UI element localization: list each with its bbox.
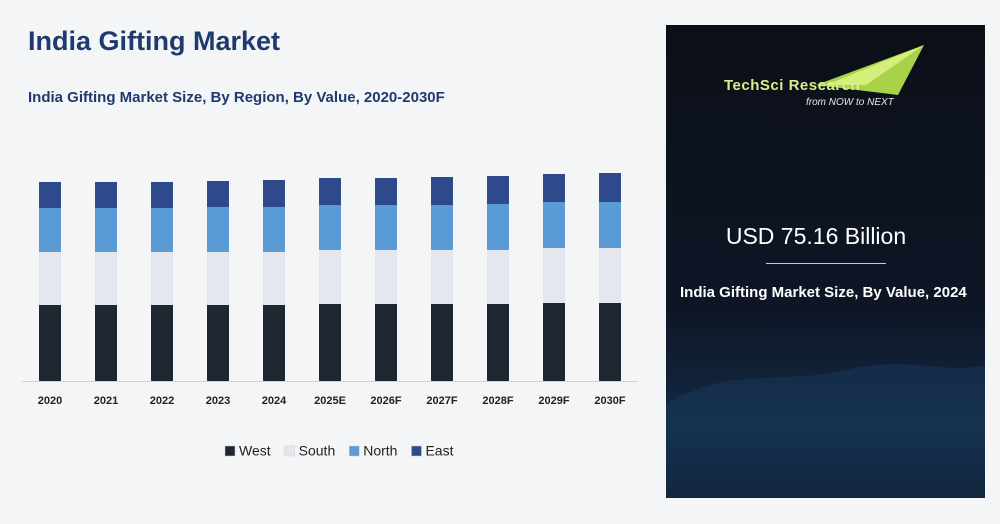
logo: TechSci Research [724,77,861,94]
bar-segment [487,250,509,304]
x-tick-label: 2023 [206,395,230,407]
info-panel: TechSci Research from NOW to NEXT USD 75… [666,25,985,498]
bar-segment [263,180,285,207]
bar-segment [543,202,565,248]
legend-swatch [284,445,295,457]
legend-label: South [299,443,336,459]
x-tick-label: 2029F [538,395,569,407]
bar-segment [39,208,61,252]
legend-swatch [411,445,422,457]
bar-segment [599,202,621,248]
bar-segment [375,178,397,205]
x-tick-label: 2026F [370,395,401,407]
wave [666,364,985,498]
bar-segment [263,207,285,252]
x-tick-label: 2022 [150,395,174,407]
x-tick-label: 2028F [482,395,513,407]
logo-shape [826,45,924,85]
bar-segment [151,252,173,305]
bar-segment [543,248,565,303]
bar-segment [207,181,229,207]
bar-segment [487,204,509,250]
bar-segment [599,303,621,381]
bar-segment [207,305,229,381]
bar-segment [95,182,117,208]
bar-segment [95,305,117,381]
bar-segment [431,304,453,381]
bar-segment [151,305,173,381]
bar-segment [207,252,229,305]
headline: USD 75.16 Billion [725,223,907,249]
bar-segment [151,208,173,252]
bar-segment [543,174,565,202]
chart-subtitle: India Gifting Market Size, By Region, By… [28,89,445,106]
bar-segment [431,177,453,205]
bar-segment [95,252,117,305]
description: India Gifting Market Size, By Value, 202… [680,284,967,301]
bar-segment [375,304,397,381]
bar-segment [487,304,509,381]
bar-segment [431,205,453,250]
legend-swatch [348,445,360,457]
bar-segment [263,252,285,305]
x-tick-label: 2030F [594,395,625,407]
bar-segment [263,305,285,381]
legend-label: North [363,443,397,459]
x-tick-label: 2021 [94,395,118,407]
x-tick-label: 2027F [426,395,457,407]
bar-segment [375,205,397,250]
legend-label: East [425,443,453,459]
chart-title: India Gifting Market [28,26,280,56]
panel-art [666,45,985,498]
x-tick-label: 2025E [314,395,346,407]
bar-segment [319,178,341,205]
bar-segment [487,176,509,204]
bar-segment [431,250,453,304]
bar-segment [151,182,173,208]
bar-segment [39,182,61,208]
x-tick-label: 2024 [262,395,287,407]
bar-segment [207,207,229,252]
bar-segment [319,205,341,250]
bar-segment [39,252,61,305]
legend-swatch [224,445,236,457]
bar-segment [319,250,341,304]
tagline: from NOW to NEXT [806,97,894,108]
bar-segment [599,248,621,303]
chart: India Gifting Market India Gifting Marke… [22,26,638,459]
bar-segment [599,173,621,202]
bar-segment [95,208,117,252]
bar-segment [39,305,61,381]
bar-segment [375,250,397,304]
x-tick-label: 2020 [38,395,62,407]
bar-segment [319,304,341,381]
bar-segment [543,303,565,381]
legend-label: West [239,443,271,459]
divider [766,263,886,264]
